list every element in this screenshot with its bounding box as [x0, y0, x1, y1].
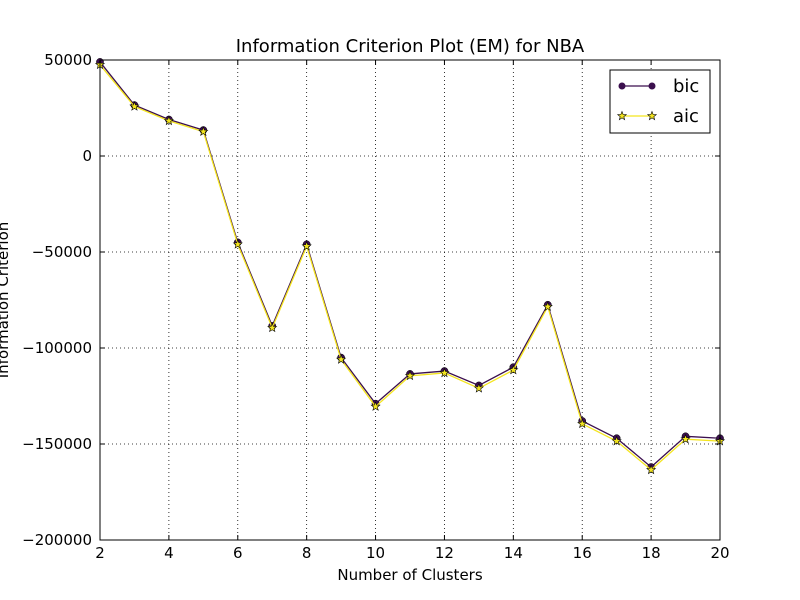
y-tick-label: −200000: [22, 531, 92, 549]
series-aic: [94, 59, 726, 475]
plot-frame: [99, 59, 721, 541]
x-tick-label: 16: [573, 544, 592, 562]
aic-point: [680, 433, 691, 444]
y-tick-label: 50000: [44, 51, 92, 69]
series-layer: [94, 58, 726, 475]
aic-point: [473, 382, 484, 393]
aic-point: [646, 464, 657, 475]
legend-marker-aic: [616, 110, 658, 121]
aic-point: [301, 240, 312, 251]
legend-marker-bic: [648, 82, 656, 90]
y-axis-label: Information Criterion: [0, 222, 12, 379]
aic-point: [232, 238, 243, 249]
x-tick-label: 10: [366, 544, 385, 562]
chart-title: Information Criterion Plot (EM) for NBA: [236, 36, 585, 57]
legend-star-icon: [616, 110, 628, 121]
legend-marker-bic: [618, 82, 626, 90]
legend: bic aic: [609, 69, 711, 134]
aic-point: [336, 354, 347, 364]
x-tick-label: 6: [233, 544, 243, 562]
x-tick-label: 14: [504, 544, 523, 562]
legend-star-icon: [646, 110, 658, 121]
x-tick-label: 18: [642, 544, 661, 562]
y-tick-label: 0: [82, 147, 92, 165]
x-tick-label: 20: [710, 544, 729, 562]
aic-point: [439, 367, 450, 378]
y-tick-label: −50000: [32, 243, 92, 261]
y-tick-label: −150000: [22, 435, 92, 453]
x-tick-label: 4: [164, 544, 174, 562]
x-tick-label: 12: [435, 544, 454, 562]
aic-point: [198, 126, 209, 136]
aic-point: [267, 322, 278, 333]
aic-point: [577, 418, 588, 429]
aic-point: [542, 301, 553, 312]
aic-point: [611, 435, 622, 446]
x-axis-label: Number of Clusters: [337, 566, 482, 584]
aic-point: [129, 101, 140, 111]
legend-label-bic: bic: [673, 76, 699, 97]
x-tick-label: 2: [95, 544, 105, 562]
y-tick-label: −100000: [22, 339, 92, 357]
aic-point: [508, 364, 519, 375]
legend-label-aic: aic: [673, 106, 699, 127]
axis-ticks: 2 4 6 8 10 12 14 16 18 20 50000 0 −50000 −100000 −1500…: [22, 51, 729, 562]
x-tick-label: 8: [302, 544, 312, 562]
plot-area: [100, 60, 720, 540]
aic-point: [370, 401, 381, 411]
legend-box: [609, 69, 711, 134]
aic-point: [163, 115, 174, 126]
aic-point: [404, 370, 416, 381]
